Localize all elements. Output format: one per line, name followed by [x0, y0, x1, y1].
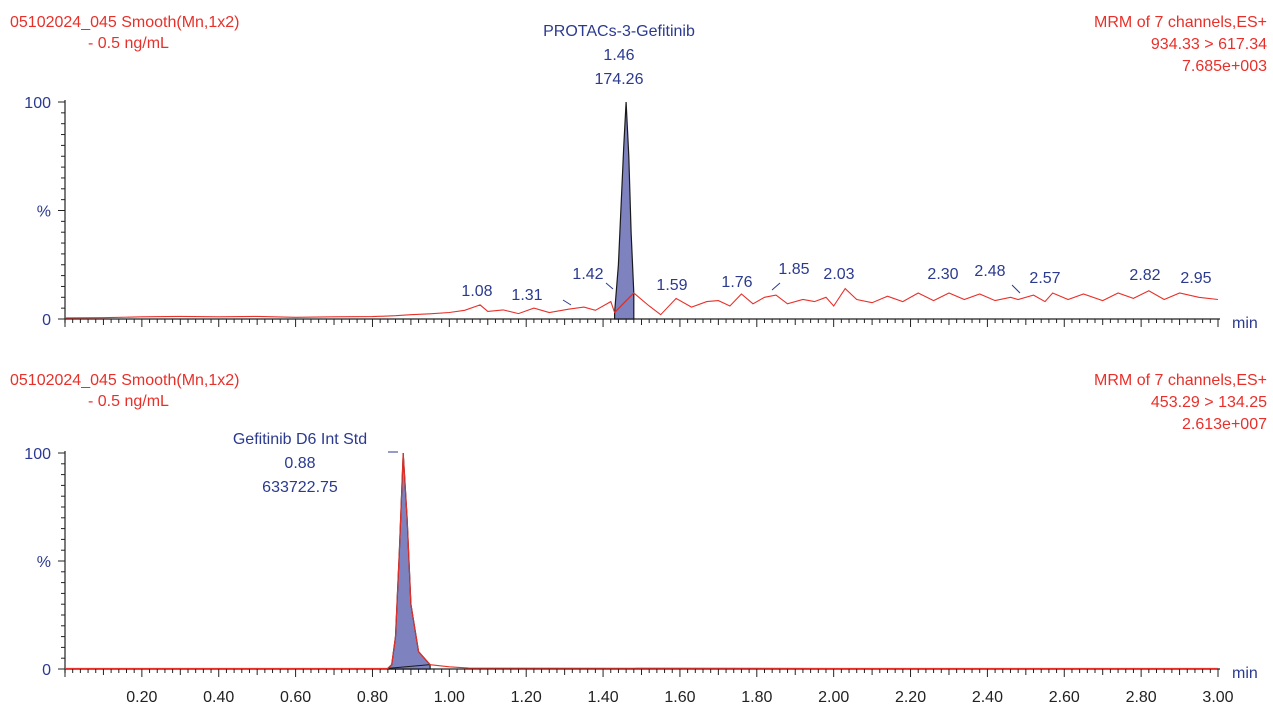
- x-tick-label: 0.80: [357, 689, 388, 706]
- x-tick-label: 3.00: [1202, 689, 1233, 706]
- chart-panel-2: 05102024_045 Smooth(Mn,1x2) - 0.5 ng/mL MR…: [10, 372, 1267, 706]
- peak-label-area: 633722.75: [262, 479, 338, 496]
- y-tick-label-100: 100: [24, 446, 51, 463]
- y-axis-percent-label: %: [37, 554, 51, 571]
- minor-peak-label: 1.59: [656, 277, 687, 294]
- minor-peak-label: 1.85: [778, 261, 809, 278]
- minor-peak-label: 1.42: [572, 266, 603, 283]
- peak-label-compound: Gefitinib D6 Int Std: [233, 431, 367, 448]
- y-tick-label-0: 0: [42, 662, 51, 679]
- header-left-line-1: 05102024_045 Smooth(Mn,1x2): [10, 14, 240, 31]
- minor-peak-label: 1.08: [461, 283, 492, 300]
- header-right-line-3: 7.685e+003: [1182, 58, 1267, 75]
- x-tick-label: 2.20: [895, 689, 926, 706]
- x-tick-label: 2.80: [1126, 689, 1157, 706]
- header-left-line-2: - 0.5 ng/mL: [88, 35, 169, 52]
- minor-peak-label: 2.95: [1180, 270, 1211, 287]
- header-right-line-2: 453.29 > 134.25: [1151, 394, 1267, 411]
- x-tick-label: 0.60: [280, 689, 311, 706]
- header-right-line-3: 2.613e+007: [1182, 416, 1267, 433]
- minor-peak-leader: [1011, 284, 1021, 294]
- y-tick-label-100: 100: [24, 95, 51, 112]
- x-tick-label: 2.60: [1049, 689, 1080, 706]
- minor-peak-leader: [605, 282, 614, 290]
- minor-peak-leader: [771, 282, 781, 291]
- header-left-line-1: 05102024_045 Smooth(Mn,1x2): [10, 372, 240, 389]
- minor-peak-label: 2.82: [1129, 267, 1160, 284]
- peak-baseline: [387, 664, 431, 669]
- peak-label-retention-time: 1.46: [603, 47, 634, 64]
- minor-peak-label: 2.30: [927, 266, 958, 283]
- chromatogram-trace: [64, 287, 1219, 319]
- x-axis-unit-label: min: [1232, 665, 1258, 682]
- x-tick-label: 2.40: [972, 689, 1003, 706]
- chart-panel-1: 05102024_045 Smooth(Mn,1x2) - 0.5 ng/mL MR…: [10, 14, 1267, 332]
- minor-peak-label: 2.48: [974, 263, 1005, 280]
- x-tick-label: 1.00: [434, 689, 465, 706]
- y-axis-percent-label: %: [37, 204, 51, 221]
- minor-peak-label: 1.76: [721, 274, 752, 291]
- header-right-line-2: 934.33 > 617.34: [1151, 36, 1267, 53]
- integrated-peak-area: [613, 101, 635, 320]
- header-right-line-1: MRM of 7 channels,ES+: [1094, 372, 1267, 389]
- x-tick-label: 1.60: [664, 689, 695, 706]
- x-tick-label: 0.40: [203, 689, 234, 706]
- x-tick-label: 0.20: [126, 689, 157, 706]
- header-left-line-2: - 0.5 ng/mL: [88, 393, 169, 410]
- minor-peak-label: 1.31: [511, 287, 542, 304]
- x-tick-label: 1.20: [511, 689, 542, 706]
- x-tick-label: 1.80: [741, 689, 772, 706]
- chromatogram-trace: [65, 452, 1218, 669]
- peak-label-compound: PROTACs-3-Gefitinib: [543, 23, 695, 40]
- minor-peak-label: 2.03: [823, 266, 854, 283]
- x-tick-label: 2.00: [818, 689, 849, 706]
- peak-label-retention-time: 0.88: [284, 455, 315, 472]
- minor-peak-label: 2.57: [1029, 270, 1060, 287]
- peak-label-area: 174.26: [595, 71, 644, 88]
- minor-peak-leader: [562, 299, 572, 306]
- header-right-line-1: MRM of 7 channels,ES+: [1094, 14, 1267, 31]
- x-axis-unit-label: min: [1232, 315, 1258, 332]
- y-tick-label-0: 0: [42, 312, 51, 329]
- x-tick-label: 1.40: [587, 689, 618, 706]
